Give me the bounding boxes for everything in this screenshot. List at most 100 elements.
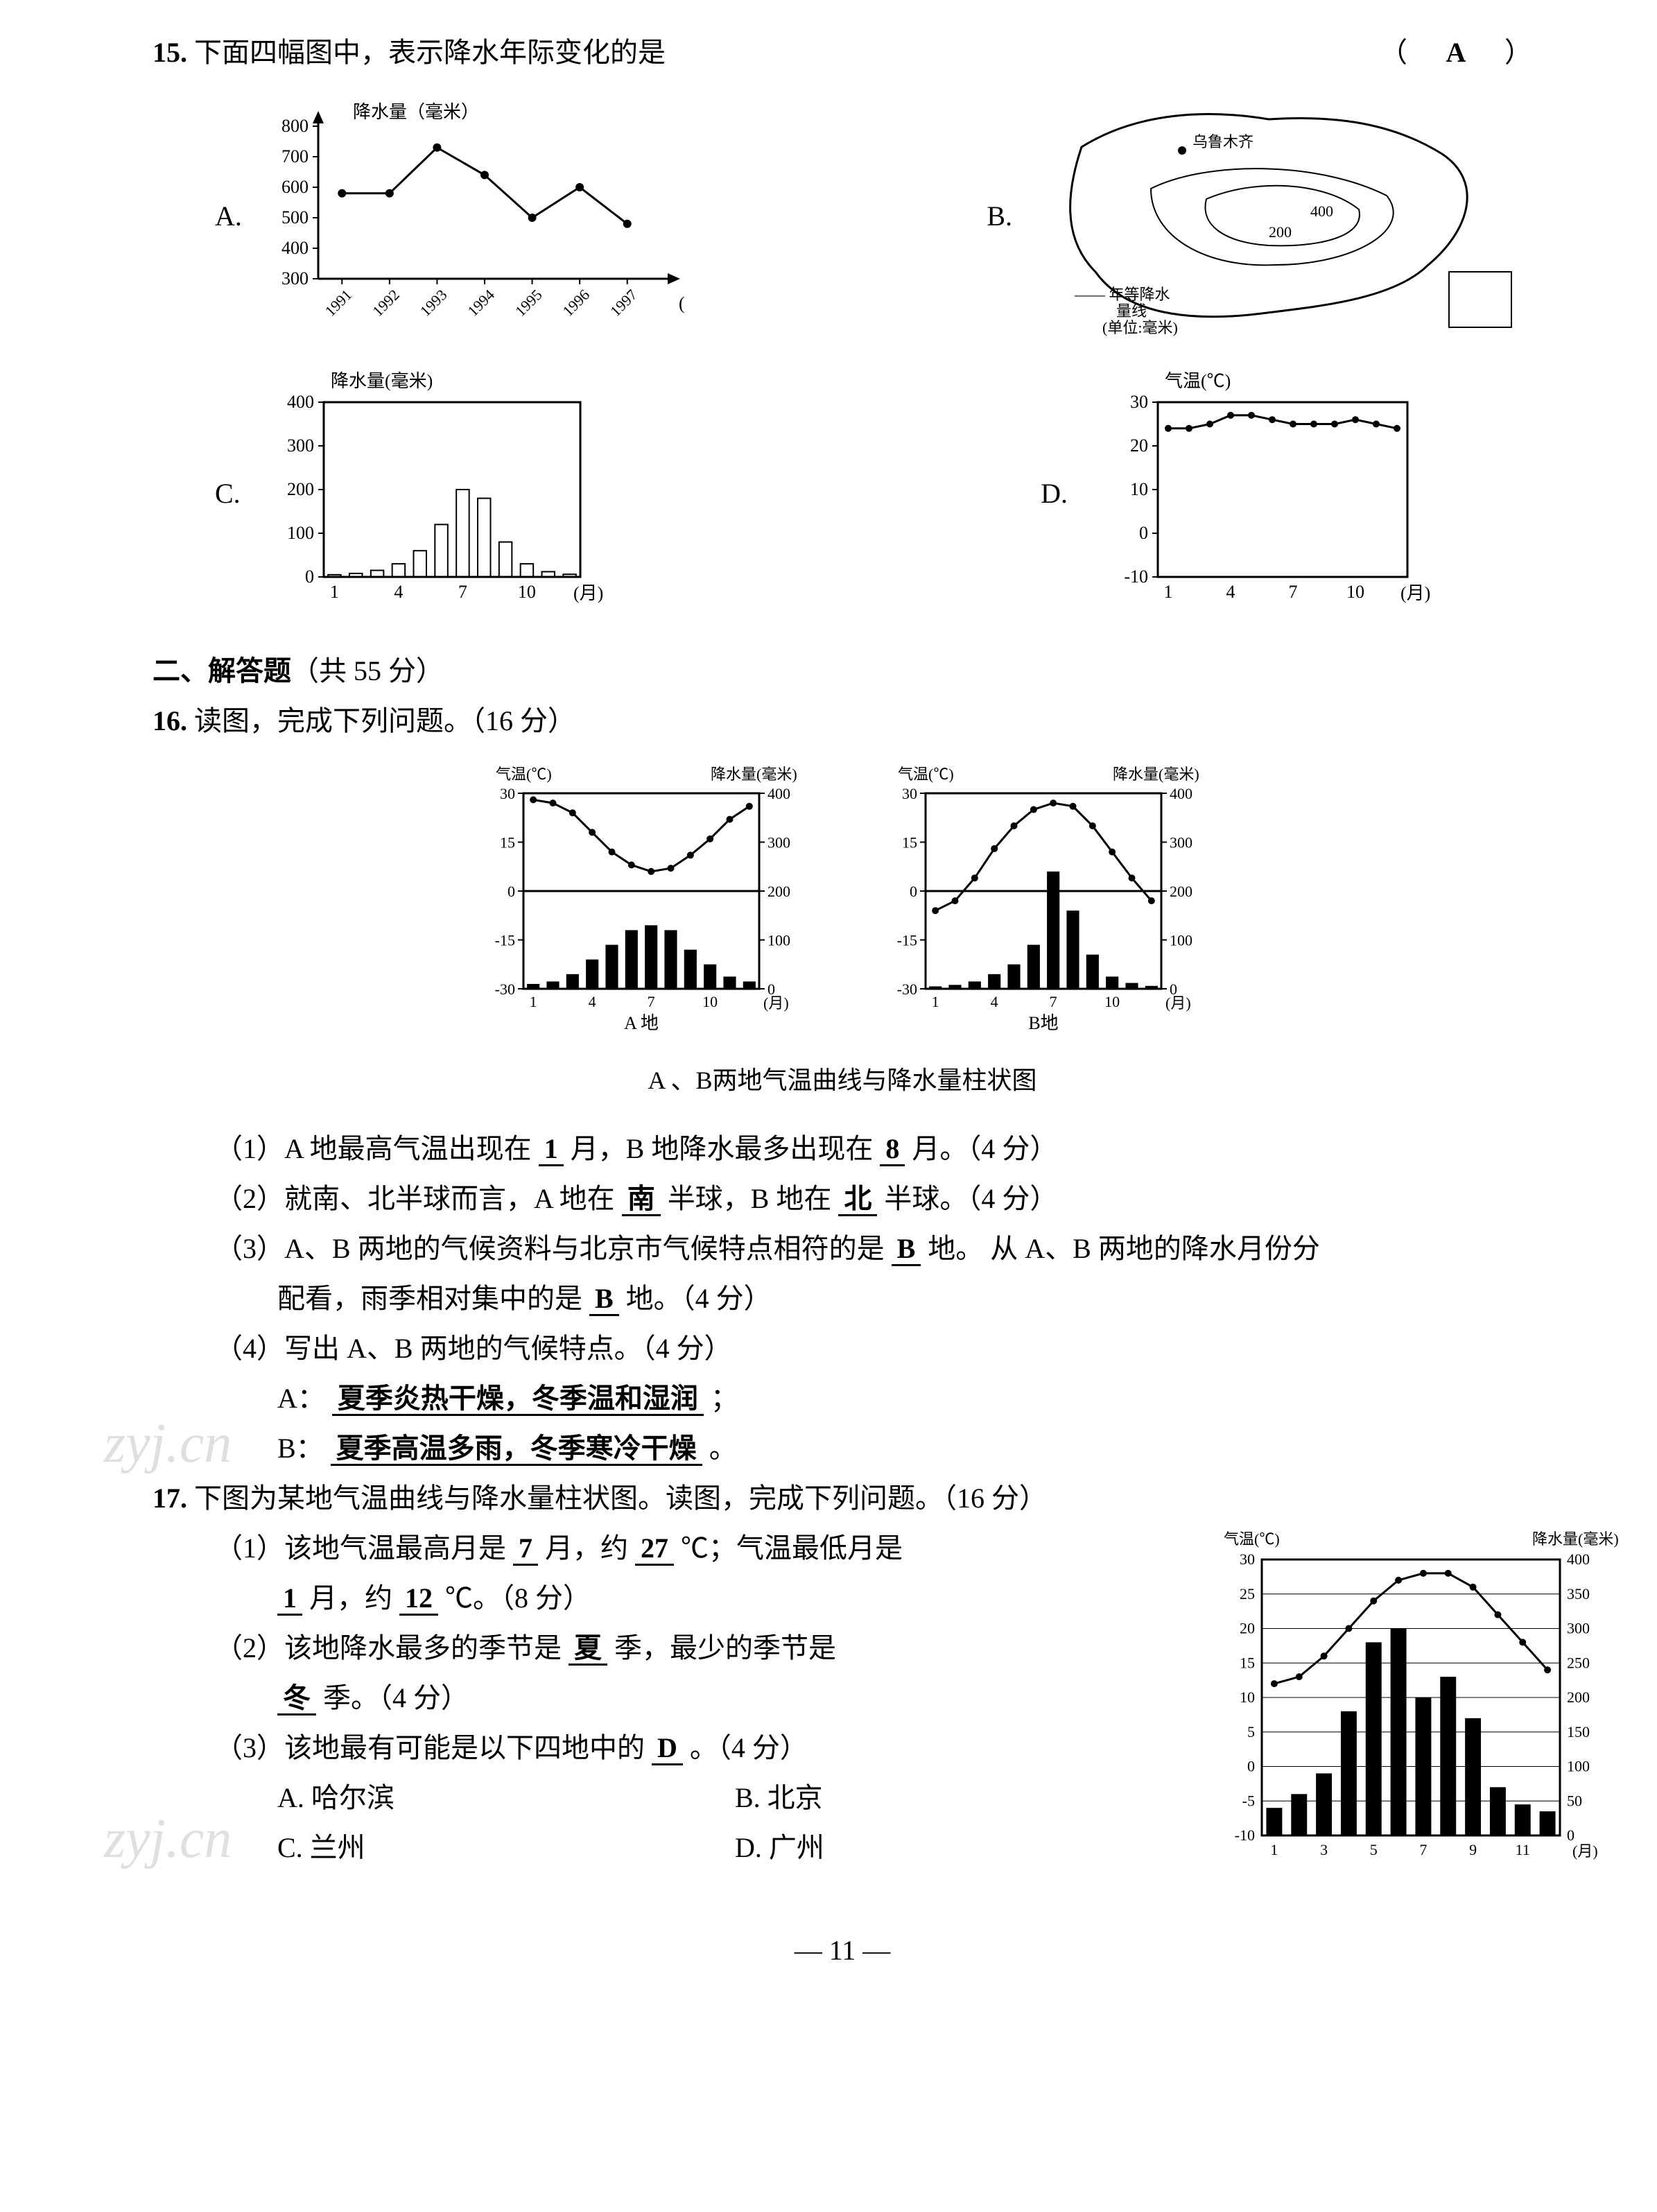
section2-title: 二、解答题 bbox=[153, 655, 291, 686]
q17-1-l2a2: 12 bbox=[399, 1582, 438, 1616]
svg-text:降水量(毫米): 降水量(毫米) bbox=[1113, 766, 1199, 783]
q16-chart-b: 气温(℃)降水量(毫米)-30-150153001002003004001471… bbox=[863, 760, 1224, 1051]
svg-text:700: 700 bbox=[281, 146, 309, 166]
q15-figures-bottom: C. 降水量(毫米) 010020030040014710(月) D. 气温(℃… bbox=[153, 369, 1532, 619]
q16-sub4-l1: （4）写出 A、B 两地的气候特点。（4 分） bbox=[153, 1324, 1532, 1374]
q15-stem: 15. 下面四幅图中，表示降水年际变化的是 bbox=[153, 28, 666, 78]
svg-text:-30: -30 bbox=[897, 980, 917, 998]
svg-text:7: 7 bbox=[1289, 582, 1298, 602]
exam-page: 15. 下面四幅图中，表示降水年际变化的是 （ A ） A. 降水量（毫米） 3… bbox=[0, 0, 1657, 2003]
svg-text:-15: -15 bbox=[897, 932, 917, 949]
q15-a-label: A. bbox=[215, 191, 242, 241]
q15-answer: A bbox=[1435, 28, 1477, 78]
svg-text:600: 600 bbox=[281, 177, 309, 197]
q16-stem: 读图，完成下列问题。（16 分） bbox=[194, 705, 575, 736]
svg-text:-10: -10 bbox=[1124, 567, 1148, 587]
svg-text:20: 20 bbox=[1240, 1619, 1255, 1636]
svg-text:1993: 1993 bbox=[417, 286, 451, 320]
q17-number: 17 bbox=[153, 1483, 180, 1514]
svg-text:15: 15 bbox=[500, 834, 515, 852]
svg-text:1: 1 bbox=[932, 993, 939, 1010]
q17-2-pre: （2）该地降水最多的季节是 bbox=[215, 1632, 562, 1664]
svg-text:(月): (月) bbox=[763, 994, 789, 1012]
svg-text:400: 400 bbox=[281, 238, 309, 258]
svg-text:10: 10 bbox=[1346, 582, 1364, 602]
svg-text:4: 4 bbox=[1226, 582, 1235, 602]
svg-text:量线: 量线 bbox=[1116, 302, 1147, 320]
svg-text:-5: -5 bbox=[1242, 1792, 1255, 1809]
svg-text:0: 0 bbox=[1139, 523, 1148, 543]
svg-text:B地: B地 bbox=[1028, 1013, 1058, 1033]
svg-text:气温(℃): 气温(℃) bbox=[898, 766, 954, 783]
svg-text:-10: -10 bbox=[1235, 1826, 1255, 1844]
q15-number: 15 bbox=[153, 37, 180, 68]
q15-figures-top: A. 降水量（毫米） 30040050060070080019911992199… bbox=[153, 92, 1532, 341]
q17-1-a1: 7 bbox=[513, 1532, 538, 1566]
q17-1-l1: （1）该地气温最高月是 7 月，约 27 ℃；气温最低月是 bbox=[153, 1523, 1192, 1573]
q15-c-label: C. bbox=[215, 469, 241, 519]
q17-2-l1: （2）该地降水最多的季节是 夏 季，最少的季节是 bbox=[153, 1623, 1192, 1673]
q17-3-pre: （3）该地最有可能是以下四地中的 bbox=[215, 1732, 645, 1763]
q15-chart-d: 气温(℃) -10010203014710(月) bbox=[1082, 369, 1470, 619]
q15-c: C. 降水量(毫米) 010020030040014710(月) bbox=[215, 369, 643, 619]
svg-text:200: 200 bbox=[767, 883, 790, 900]
q17-3-optB: B. 北京 bbox=[735, 1773, 1192, 1823]
svg-text:100: 100 bbox=[767, 932, 790, 949]
q15-d-label: D. bbox=[1041, 469, 1068, 519]
svg-text:10: 10 bbox=[1240, 1688, 1255, 1706]
q15-answer-paren: （ A ） bbox=[1380, 28, 1532, 78]
q16-3-ans2: B bbox=[589, 1283, 619, 1316]
q17-3-l1: （3）该地最有可能是以下四地中的 D 。（4 分） bbox=[153, 1723, 1192, 1773]
q17-body: （1）该地气温最高月是 7 月，约 27 ℃；气温最低月是 1 月，约 12 ℃… bbox=[153, 1523, 1532, 1884]
svg-text:400: 400 bbox=[1567, 1550, 1590, 1568]
svg-text:0: 0 bbox=[305, 567, 314, 587]
svg-text:5: 5 bbox=[1370, 1841, 1378, 1858]
svg-text:1: 1 bbox=[530, 993, 537, 1010]
q16-sub3-l2: 配看，雨季相对集中的是 B 地。（4 分） bbox=[153, 1274, 1532, 1324]
svg-text:3: 3 bbox=[1320, 1841, 1328, 1858]
q16-number: 16 bbox=[153, 705, 180, 736]
q15-d: D. 气温(℃) -10010203014710(月) bbox=[1041, 369, 1470, 619]
section2-heading: 二、解答题（共 55 分） bbox=[153, 646, 1532, 696]
svg-text:1991: 1991 bbox=[321, 286, 355, 320]
svg-text:11: 11 bbox=[1516, 1841, 1530, 1858]
q17-text-col: （1）该地气温最高月是 7 月，约 27 ℃；气温最低月是 1 月，约 12 ℃… bbox=[153, 1523, 1192, 1884]
svg-text:300: 300 bbox=[1567, 1619, 1590, 1636]
svg-text:(月): (月) bbox=[1165, 994, 1191, 1012]
q17-3-opts1: A. 哈尔滨 B. 北京 bbox=[153, 1773, 1192, 1823]
svg-text:300: 300 bbox=[281, 268, 309, 288]
svg-text:(年): (年) bbox=[679, 293, 686, 313]
q16-3-l2suf: 地。（4 分） bbox=[626, 1283, 772, 1314]
q17-3-a1: D bbox=[652, 1732, 683, 1765]
q15-row: 15. 下面四幅图中，表示降水年际变化的是 （ A ） bbox=[153, 28, 1532, 78]
svg-text:0: 0 bbox=[507, 883, 515, 900]
svg-text:-30: -30 bbox=[495, 980, 515, 998]
section2-points: （共 55 分） bbox=[291, 655, 444, 686]
q15-chart-c: 降水量(毫米) 010020030040014710(月) bbox=[254, 369, 643, 619]
q15-b: B. 乌鲁木齐400200—— 年等降水量线(单位:毫米) bbox=[987, 92, 1532, 341]
q16-caption: A 、B两地气温曲线与降水量柱状图 bbox=[153, 1058, 1532, 1103]
q16-2-mid: 半球，B 地在 bbox=[668, 1183, 832, 1214]
svg-text:(月): (月) bbox=[1400, 583, 1430, 603]
q16-chart-a: 气温(℃)降水量(毫米)-30-150153001002003004001471… bbox=[461, 760, 822, 1051]
q15-chart-b: 乌鲁木齐400200—— 年等降水量线(单位:毫米) bbox=[1026, 92, 1532, 341]
svg-text:0: 0 bbox=[1567, 1826, 1574, 1844]
svg-text:1996: 1996 bbox=[559, 286, 593, 320]
svg-text:800: 800 bbox=[281, 116, 309, 136]
svg-text:10: 10 bbox=[702, 993, 718, 1010]
svg-text:1: 1 bbox=[330, 582, 339, 602]
q17-2-l2suf: 季。（4 分） bbox=[323, 1682, 469, 1713]
q16-3-l1pre: （3）A、B 两地的气候资料与北京市气候特点相符的是 bbox=[215, 1233, 885, 1264]
svg-text:7: 7 bbox=[1050, 993, 1057, 1010]
q17-1-l2: 1 月，约 12 ℃。（8 分） bbox=[153, 1573, 1192, 1623]
q17-1-suf: ℃；气温最低月是 bbox=[681, 1532, 903, 1564]
svg-text:350: 350 bbox=[1567, 1585, 1590, 1602]
svg-text:-15: -15 bbox=[495, 932, 515, 949]
svg-text:100: 100 bbox=[1567, 1757, 1590, 1774]
svg-text:(月): (月) bbox=[573, 583, 603, 603]
svg-text:气温(℃): 气温(℃) bbox=[496, 766, 552, 783]
svg-text:9: 9 bbox=[1469, 1841, 1477, 1858]
svg-text:0: 0 bbox=[1247, 1757, 1255, 1774]
svg-text:1997: 1997 bbox=[607, 286, 641, 320]
svg-text:降水量(毫米): 降水量(毫米) bbox=[1532, 1530, 1619, 1548]
